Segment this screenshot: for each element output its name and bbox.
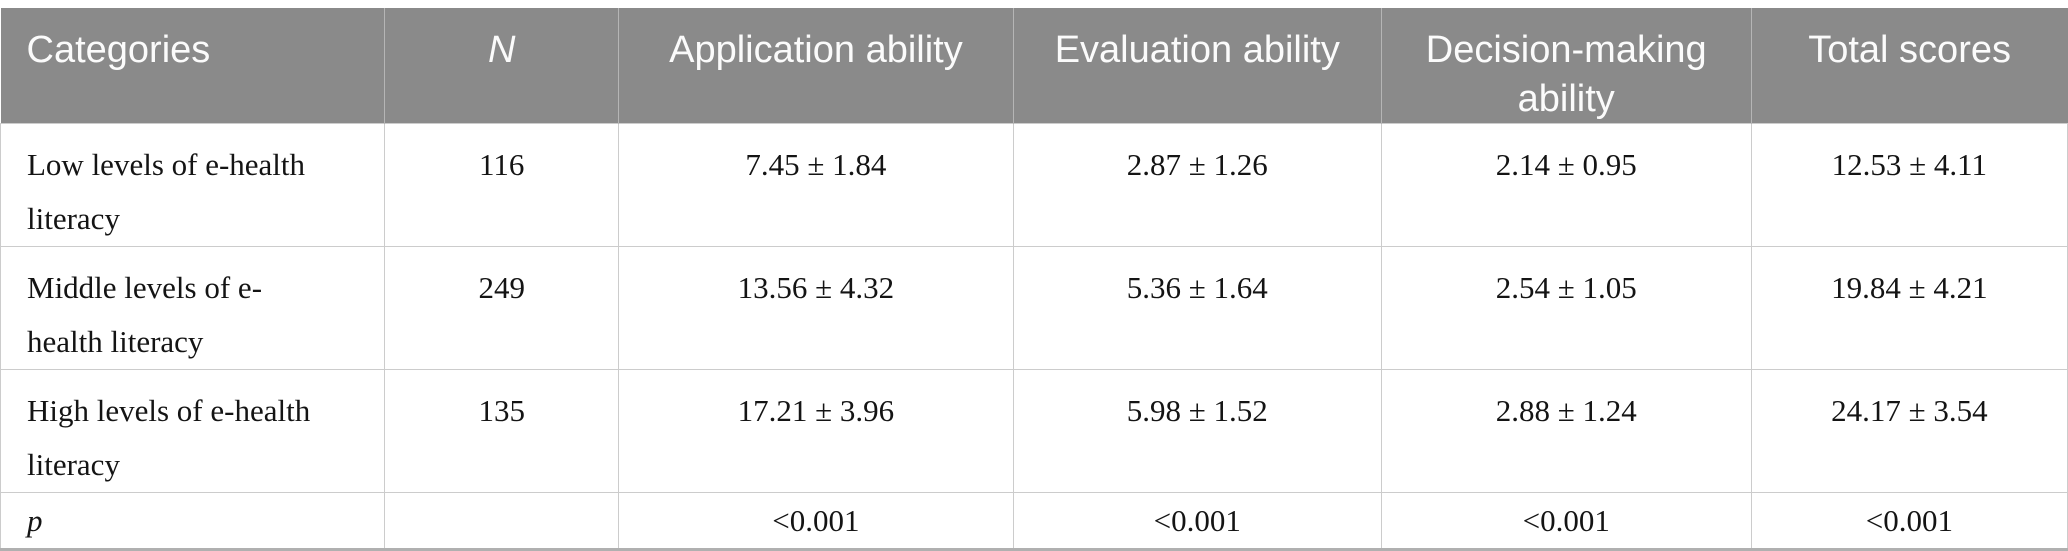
cell-application: 17.21 ± 3.96 [618, 369, 1014, 493]
cell-n: 135 [384, 369, 620, 493]
cell-category: Middle levels of e-health literacy [0, 246, 386, 370]
cell-evaluation: <0.001 [1012, 491, 1382, 550]
header-cell-n: N [384, 8, 620, 124]
cell-application: 13.56 ± 4.32 [618, 246, 1014, 370]
table-row-low-levels: Low levels of e-health literacy 116 7.45… [0, 123, 2068, 248]
cell-evaluation: 2.87 ± 1.26 [1012, 123, 1382, 248]
ehealth-literacy-scores-table: Categories N Application ability Evaluat… [0, 8, 2068, 551]
cell-category: p [0, 491, 386, 550]
header-row: Categories N Application ability Evaluat… [0, 8, 2068, 124]
cell-decision: 2.88 ± 1.24 [1380, 369, 1752, 493]
cell-category: Low levels of e-health literacy [0, 123, 386, 248]
cell-n: 116 [384, 123, 620, 248]
header-cell-evaluation-ability: Evaluation ability [1012, 8, 1382, 124]
cell-decision: 2.14 ± 0.95 [1380, 123, 1752, 248]
table-row-high-levels: High levels of e-health literacy 135 17.… [0, 369, 2068, 493]
cell-total: 24.17 ± 3.54 [1750, 369, 2068, 493]
header-cell-total-scores: Total scores [1750, 8, 2068, 124]
cell-total: <0.001 [1750, 491, 2068, 550]
cell-total: 19.84 ± 4.21 [1750, 246, 2068, 370]
header-cell-categories: Categories [0, 8, 386, 124]
cell-n [384, 491, 620, 550]
header-cell-application-ability: Application ability [618, 8, 1014, 124]
table-row-middle-levels: Middle levels of e-health literacy 249 1… [0, 246, 2068, 370]
cell-decision: 2.54 ± 1.05 [1380, 246, 1752, 370]
cell-total: 12.53 ± 4.11 [1750, 123, 2068, 248]
cell-n: 249 [384, 246, 620, 370]
header-cell-decision-making-ability: Decision-making ability [1380, 8, 1752, 124]
cell-application: <0.001 [618, 491, 1014, 550]
cell-evaluation: 5.36 ± 1.64 [1012, 246, 1382, 370]
cell-application: 7.45 ± 1.84 [618, 123, 1014, 248]
table-row-p-value: p <0.001 <0.001 <0.001 <0.001 [0, 491, 2068, 550]
cell-evaluation: 5.98 ± 1.52 [1012, 369, 1382, 493]
cell-category: High levels of e-health literacy [0, 369, 386, 493]
cell-decision: <0.001 [1380, 491, 1752, 550]
